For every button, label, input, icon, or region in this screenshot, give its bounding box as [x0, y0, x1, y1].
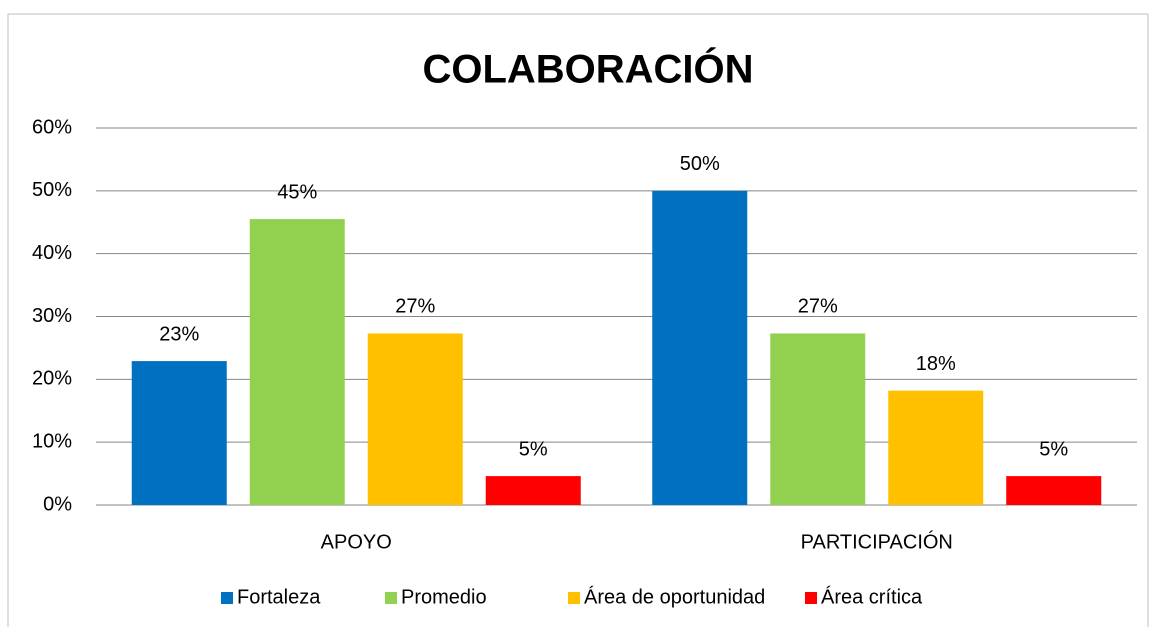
y-tick-label: 0%	[43, 493, 72, 515]
legend-swatch	[568, 592, 580, 604]
legend-label: Promedio	[401, 586, 487, 608]
y-tick-label: 20%	[32, 368, 72, 390]
value-label: 5%	[1039, 438, 1068, 460]
legend-label: Área de oportunidad	[584, 585, 765, 608]
value-label: 5%	[519, 438, 548, 460]
legend-label: Área crítica	[821, 585, 923, 608]
bar	[1006, 476, 1102, 505]
chart-frame	[7, 13, 1149, 632]
legend-swatch	[385, 592, 397, 604]
value-label: 27%	[798, 296, 838, 318]
bar	[485, 476, 581, 505]
y-tick-label: 30%	[32, 305, 72, 327]
value-label: 45%	[277, 181, 317, 203]
legend-label: Fortaleza	[237, 586, 321, 608]
chart-title: COLABORACIÓN	[422, 46, 753, 92]
y-tick-label: 40%	[32, 242, 72, 264]
value-label: 23%	[159, 323, 199, 345]
bar	[652, 190, 748, 506]
bar	[131, 361, 227, 505]
bar	[249, 219, 345, 505]
bar	[888, 390, 984, 505]
value-label: 27%	[395, 296, 435, 318]
bar	[367, 333, 463, 505]
legend-swatch	[221, 592, 233, 604]
x-tick-label: APOYO	[321, 531, 392, 553]
x-tick-label: PARTICIPACIÓN	[801, 530, 953, 553]
bar	[770, 333, 866, 505]
value-label: 18%	[916, 353, 956, 375]
legend-swatch	[805, 592, 817, 604]
value-label: 50%	[680, 153, 720, 175]
y-tick-label: 50%	[32, 179, 72, 201]
y-tick-label: 60%	[32, 116, 72, 138]
y-tick-label: 10%	[32, 430, 72, 452]
